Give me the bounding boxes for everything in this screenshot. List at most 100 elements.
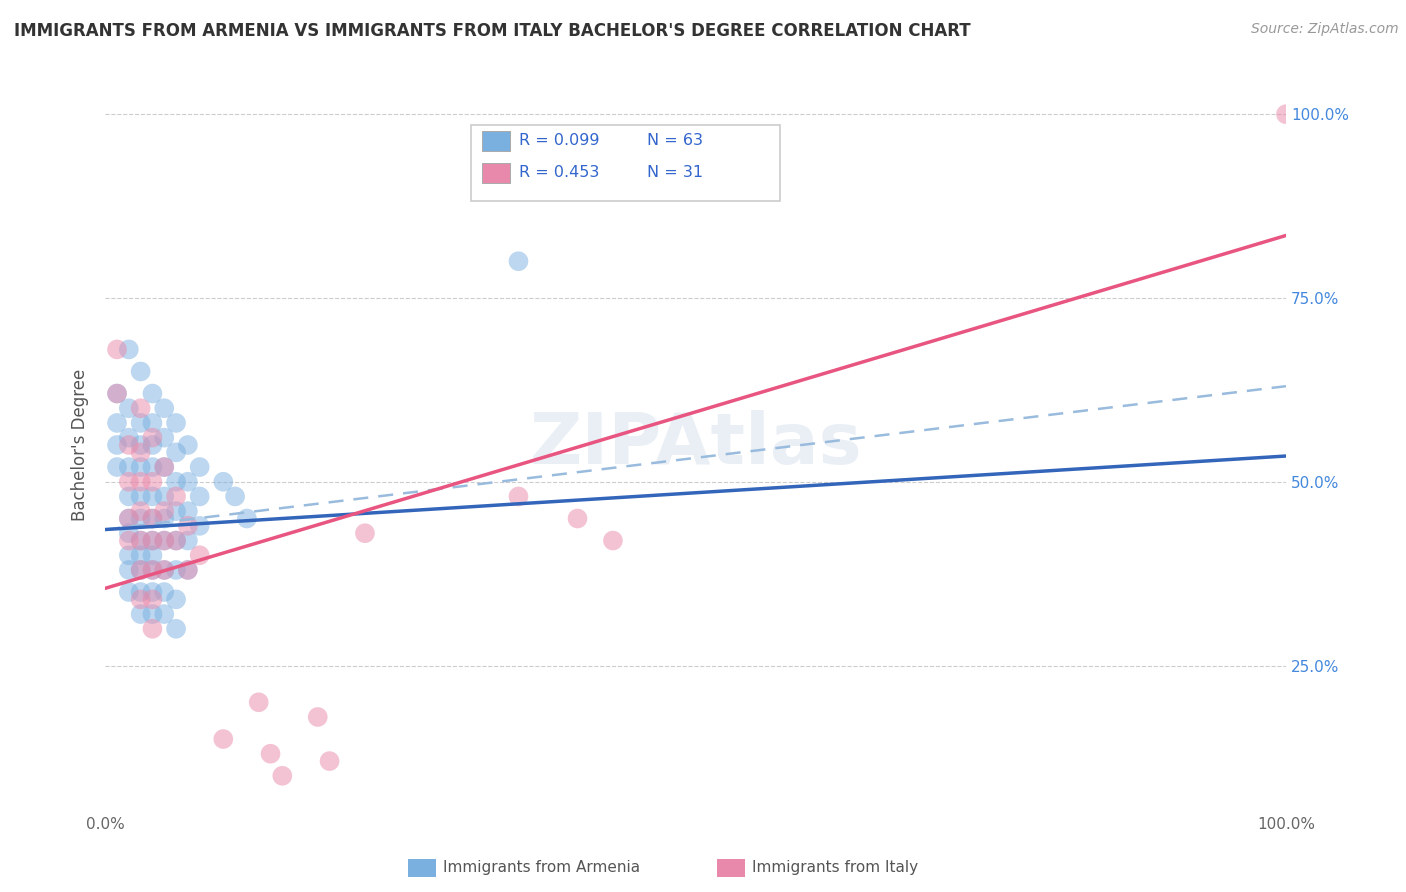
Point xyxy=(129,592,152,607)
Text: IMMIGRANTS FROM ARMENIA VS IMMIGRANTS FROM ITALY BACHELOR'S DEGREE CORRELATION C: IMMIGRANTS FROM ARMENIA VS IMMIGRANTS FR… xyxy=(14,22,970,40)
Point xyxy=(153,585,176,599)
Point xyxy=(141,511,163,525)
Point xyxy=(141,533,163,548)
Point xyxy=(118,431,141,445)
Point xyxy=(129,563,152,577)
Point xyxy=(129,563,152,577)
Point xyxy=(118,438,141,452)
Point xyxy=(177,475,200,489)
Point xyxy=(141,607,163,621)
Point xyxy=(129,533,152,548)
Point xyxy=(188,519,211,533)
Point xyxy=(153,563,176,577)
Point xyxy=(141,585,163,599)
Point xyxy=(153,533,176,548)
Point xyxy=(153,504,176,518)
Point xyxy=(508,490,530,504)
Point xyxy=(129,401,152,416)
Y-axis label: Bachelor's Degree: Bachelor's Degree xyxy=(72,369,89,521)
Point xyxy=(129,511,152,525)
Point xyxy=(212,475,235,489)
Text: R = 0.453: R = 0.453 xyxy=(519,165,599,179)
Point xyxy=(141,563,163,577)
Text: R = 0.099: R = 0.099 xyxy=(519,133,599,147)
Text: Immigrants from Italy: Immigrants from Italy xyxy=(752,861,918,875)
Point xyxy=(129,585,152,599)
Point xyxy=(118,563,141,577)
Point xyxy=(141,511,163,525)
Point xyxy=(141,431,163,445)
Point xyxy=(177,563,200,577)
Point xyxy=(567,511,589,525)
Text: N = 63: N = 63 xyxy=(647,133,703,147)
Point xyxy=(165,533,187,548)
Point xyxy=(129,445,152,459)
Point xyxy=(129,490,152,504)
Point xyxy=(129,438,152,452)
Point xyxy=(271,769,294,783)
Text: Immigrants from Armenia: Immigrants from Armenia xyxy=(443,861,640,875)
Point xyxy=(118,460,141,475)
Point xyxy=(188,460,211,475)
Point xyxy=(153,460,176,475)
Point xyxy=(165,475,187,489)
Point xyxy=(153,511,176,525)
Point xyxy=(118,511,141,525)
Point xyxy=(188,490,211,504)
Point xyxy=(118,533,141,548)
Point xyxy=(153,563,176,577)
Point xyxy=(118,511,141,525)
Point xyxy=(177,519,200,533)
Point xyxy=(259,747,281,761)
Text: ZIPAtlas: ZIPAtlas xyxy=(529,410,862,480)
Point xyxy=(118,343,141,357)
Point xyxy=(129,548,152,562)
Point xyxy=(177,438,200,452)
Point xyxy=(318,754,340,768)
Point xyxy=(1275,107,1298,121)
Point xyxy=(129,607,152,621)
Point xyxy=(129,416,152,430)
Point xyxy=(177,533,200,548)
Point xyxy=(141,438,163,452)
Point xyxy=(105,460,128,475)
Point xyxy=(129,504,152,518)
Point xyxy=(118,401,141,416)
Point xyxy=(105,438,128,452)
Point xyxy=(602,533,624,548)
Point xyxy=(177,563,200,577)
Point xyxy=(236,511,259,525)
Point xyxy=(118,585,141,599)
Point xyxy=(141,386,163,401)
Point xyxy=(118,475,141,489)
Point xyxy=(165,490,187,504)
Point xyxy=(105,416,128,430)
Point xyxy=(165,563,187,577)
Point xyxy=(141,563,163,577)
Point xyxy=(165,445,187,459)
Point xyxy=(247,695,270,709)
Point xyxy=(177,504,200,518)
Point xyxy=(188,548,211,562)
Point xyxy=(141,460,163,475)
Point xyxy=(118,548,141,562)
Point xyxy=(153,607,176,621)
Point xyxy=(153,533,176,548)
Point xyxy=(141,622,163,636)
Text: N = 31: N = 31 xyxy=(647,165,703,179)
Point xyxy=(118,526,141,541)
Point xyxy=(224,490,246,504)
Point xyxy=(129,533,152,548)
Point xyxy=(165,533,187,548)
Point xyxy=(141,592,163,607)
Point xyxy=(153,431,176,445)
Point xyxy=(141,475,163,489)
Point xyxy=(153,401,176,416)
Point xyxy=(118,490,141,504)
Point xyxy=(141,548,163,562)
Point xyxy=(105,343,128,357)
Point xyxy=(165,416,187,430)
Point xyxy=(105,386,128,401)
Point xyxy=(508,254,530,268)
Point xyxy=(129,475,152,489)
